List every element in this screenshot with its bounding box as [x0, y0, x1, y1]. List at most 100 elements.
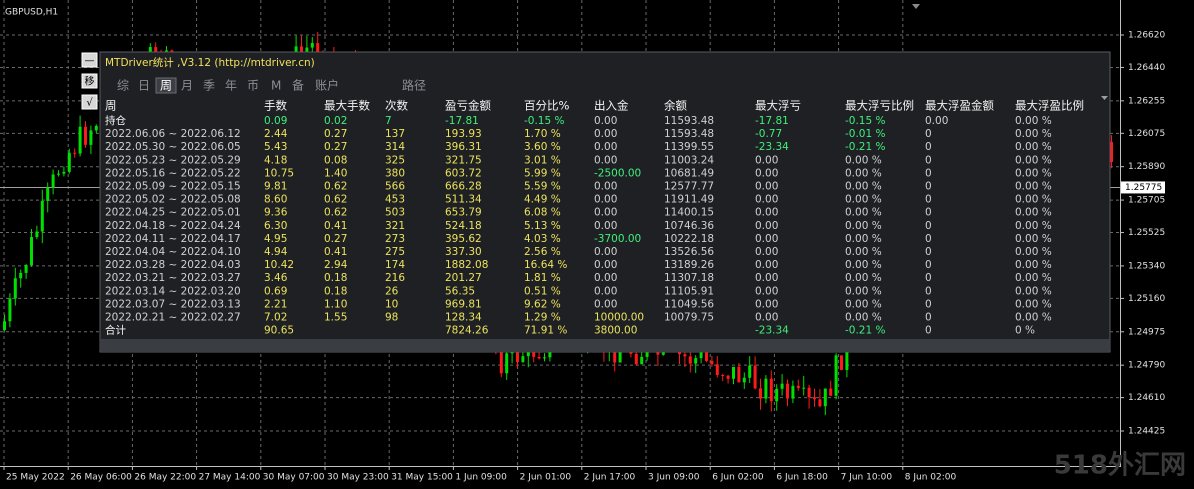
side-button[interactable] — [81, 52, 98, 68]
table-cell: 0.00 % — [1015, 181, 1052, 193]
candle-body — [499, 345, 503, 374]
table-header: 最大浮盈比例 — [1015, 99, 1084, 113]
row-label: 2022.05.30 ~ 2022.06.05 — [105, 141, 241, 153]
candle-body — [715, 364, 719, 375]
candle-body — [829, 388, 833, 396]
table-cell: 0.00 — [755, 298, 778, 310]
candle-body — [51, 174, 55, 188]
time-label: 25 May 2022 — [6, 473, 65, 483]
tab[interactable]: 币 — [247, 79, 259, 93]
candle-body — [30, 237, 33, 266]
price-label: 1.25890 — [1128, 162, 1165, 172]
price-label: 1.24975 — [1128, 327, 1165, 337]
candle-body — [748, 365, 752, 378]
price-label: 1.25705 — [1128, 196, 1165, 206]
table-cell: 8.60 — [264, 194, 287, 206]
table-cell: 325 — [385, 154, 405, 166]
table-cell: 13526.56 — [664, 246, 714, 258]
table-cell: 0.69 — [264, 285, 287, 297]
row-label: 2022.04.18 ~ 2022.04.24 — [105, 220, 241, 232]
table-header: 百分比% — [524, 99, 569, 113]
table-cell: 0.09 — [264, 115, 287, 127]
candle-body — [769, 378, 773, 402]
table-cell: 0.00 % — [845, 259, 882, 271]
time-label: 26 May 06:00 — [70, 473, 132, 483]
table-cell: 0.00 — [755, 167, 778, 179]
table-cell: 666.28 — [445, 181, 482, 193]
table-cell: 10.42 — [264, 259, 294, 271]
table-cell: 0 — [925, 272, 932, 284]
table-cell: 0.00 % — [845, 312, 882, 324]
table-cell: 321 — [385, 220, 405, 232]
table-cell: 0 — [925, 181, 932, 193]
tab[interactable]: 账户 — [315, 78, 339, 93]
side-button[interactable] — [81, 94, 98, 110]
total-cell: 7824.26 — [445, 325, 489, 337]
table-cell: 0.41 — [324, 220, 347, 232]
side-button-label[interactable]: 移 — [85, 75, 95, 88]
table-cell: 3.01 % — [524, 154, 561, 166]
table-cell: 128.34 — [445, 312, 482, 324]
table-cell: 0 — [925, 220, 932, 232]
candle-body — [19, 272, 23, 279]
tab[interactable]: 周 — [160, 79, 172, 93]
candle-body — [67, 152, 71, 172]
row-label: 2022.02.21 ~ 2022.02.27 — [105, 312, 241, 324]
table-cell: 6.30 — [264, 220, 287, 232]
side-button-label[interactable]: √ — [86, 98, 93, 109]
table-cell: 7.02 — [264, 312, 287, 324]
table-cell: -3700.00 — [594, 233, 641, 245]
candle-body — [543, 357, 546, 359]
tab[interactable]: 路径 — [402, 78, 426, 93]
candle-body — [834, 355, 838, 396]
tab[interactable]: 日 — [138, 79, 150, 93]
table-cell: 0.00 % — [1015, 298, 1052, 310]
table-cell: 0.00 — [594, 194, 617, 206]
total-cell: 3800.00 — [594, 325, 637, 337]
price-label: 1.24425 — [1128, 427, 1165, 437]
table-cell: 0.00 % — [1015, 167, 1052, 179]
table-cell: 10 — [385, 298, 398, 310]
tab[interactable]: 季 — [203, 79, 215, 93]
candle-body — [35, 231, 39, 238]
table-cell: 0 — [925, 128, 932, 140]
current-price-label: 1.25775 — [1125, 183, 1162, 193]
table-header: 手数 — [264, 99, 287, 113]
candle-body — [753, 365, 757, 389]
table-cell: 4.94 — [264, 246, 288, 258]
tab[interactable]: M — [271, 79, 281, 93]
row-label: 2022.06.06 ~ 2022.06.12 — [105, 128, 241, 140]
time-label: 2 Jun 17:00 — [584, 473, 636, 483]
candle-body — [732, 366, 735, 379]
table-cell: 10746.36 — [664, 220, 714, 232]
table-cell: 380 — [385, 167, 405, 179]
table-cell: 453 — [385, 194, 405, 206]
tab[interactable]: 综 — [117, 79, 129, 93]
table-cell: 98 — [385, 312, 398, 324]
table-cell: 0.00 % — [1015, 220, 1052, 232]
table-cell: -0.01 % — [845, 128, 886, 140]
table-cell: 0.00 % — [1015, 233, 1052, 245]
total-label: 合计 — [105, 324, 126, 337]
table-cell: 0.00 — [755, 194, 778, 206]
tab[interactable]: 月 — [181, 79, 193, 93]
tab[interactable]: 年 — [225, 79, 237, 93]
table-cell: 503 — [385, 207, 405, 219]
scroll-arrow[interactable] — [1101, 96, 1108, 100]
candle-body — [316, 43, 320, 58]
side-button[interactable] — [81, 73, 98, 89]
candle-body — [154, 47, 158, 53]
candle-body — [84, 126, 87, 145]
table-cell: 0.62 — [324, 194, 347, 206]
table-cell: 9.81 — [264, 181, 287, 193]
table-cell: 0.00 % — [845, 233, 882, 245]
side-button-label[interactable]: — — [85, 56, 95, 67]
table-cell: 0.00 — [594, 181, 617, 193]
candle-body — [742, 377, 746, 383]
time-label: 2 Jun 01:00 — [520, 473, 572, 483]
tab[interactable]: 备 — [292, 79, 304, 93]
candle-body — [710, 360, 714, 365]
candle-body — [807, 387, 811, 398]
table-cell: 0.27 — [324, 141, 347, 153]
table-cell: 0.00 — [594, 285, 617, 297]
